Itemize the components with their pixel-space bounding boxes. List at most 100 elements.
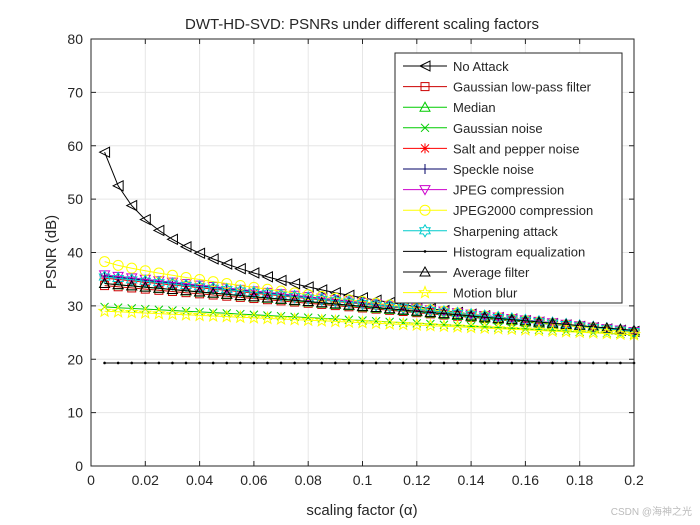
data-point-average-filter	[356, 300, 369, 311]
data-point-no-attack	[112, 180, 124, 192]
chart-title: DWT-HD-SVD: PSNRs under different scalin…	[185, 16, 539, 33]
data-point-histogram-equalization	[551, 361, 554, 365]
data-point-histogram-equalization	[510, 361, 514, 365]
legend-marker	[417, 285, 433, 299]
legend-item-gaussian-noise: Gaussian noise	[403, 121, 543, 136]
data-point-histogram-equalization	[374, 361, 378, 365]
data-point-jpeg2000-compression	[166, 269, 178, 281]
data-point-histogram-equalization	[334, 361, 337, 365]
data-point-no-attack	[179, 240, 192, 253]
legend-label: Gaussian low-pass filter	[453, 80, 592, 95]
data-point-gaussian-noise	[208, 308, 218, 317]
data-point-average-filter	[343, 299, 355, 310]
series-average-filter	[98, 277, 640, 335]
legend: No Attack Gaussian low-pass filter Median G…	[394, 52, 623, 304]
legend-item-histogram-equalization: Histogram equalization	[403, 244, 585, 259]
data-point-histogram-equalization	[116, 361, 120, 365]
data-point-motion-blur	[314, 313, 329, 327]
data-point-histogram-equalization	[456, 361, 459, 365]
data-point-motion-blur	[436, 318, 452, 333]
data-point-motion-blur	[409, 317, 424, 332]
data-point-gaussian-noise	[195, 307, 204, 317]
data-point-histogram-equalization	[401, 361, 405, 365]
legend-label: Sharpening attack	[453, 224, 558, 239]
data-point-histogram-equalization	[483, 361, 486, 365]
data-point-motion-blur	[287, 312, 302, 326]
series-histogram-equalization	[103, 361, 636, 365]
x-tick-label: 0	[87, 472, 95, 488]
legend-label: Median	[453, 100, 496, 115]
data-point-sharpening-attack	[234, 284, 247, 298]
x-tick-label: 0.02	[132, 472, 159, 488]
data-point-jpeg2000-compression	[194, 274, 206, 286]
data-point-histogram-equalization	[388, 361, 391, 365]
data-point-histogram-equalization	[361, 361, 364, 365]
legend-label: Salt and pepper noise	[453, 141, 579, 156]
data-point-histogram-equalization	[442, 361, 446, 365]
legend-label: Motion blur	[453, 286, 518, 301]
data-point-sharpening-attack	[302, 291, 315, 305]
data-point-jpeg2000-compression	[180, 271, 192, 283]
data-point-sharpening-attack	[98, 270, 111, 285]
data-point-average-filter	[587, 320, 600, 332]
legend-item-no-attack: No Attack	[403, 59, 509, 74]
data-point-jpeg2000-compression	[289, 287, 301, 299]
data-point-average-filter	[370, 301, 382, 313]
data-point-average-filter	[601, 321, 613, 333]
data-point-motion-blur	[531, 323, 547, 337]
data-point-average-filter	[614, 323, 627, 334]
x-tick-label: 0.2	[624, 472, 644, 488]
x-ticks: 0 0.02 0.04 0.06 0.08 0.1 0.12 0.14 0.16 0.18 0.2	[87, 39, 644, 488]
data-point-average-filter	[573, 319, 586, 331]
data-point-motion-blur	[368, 315, 384, 330]
data-point-average-filter	[139, 281, 152, 292]
data-point-gaussian-noise	[154, 305, 164, 315]
data-point-average-filter	[410, 305, 423, 316]
data-point-average-filter	[397, 303, 410, 315]
series-motion-blur	[97, 303, 642, 341]
data-point-average-filter	[533, 315, 545, 327]
x-tick-label: 0.08	[295, 472, 322, 488]
data-point-histogram-equalization	[524, 361, 527, 365]
data-point-gaussian-noise	[168, 306, 177, 315]
data-point-histogram-equalization	[578, 361, 581, 365]
data-point-motion-blur	[111, 304, 126, 318]
data-point-no-attack	[220, 258, 233, 270]
legend-item-motion-blur: Motion blur	[403, 285, 518, 301]
legend-marker	[418, 60, 431, 72]
data-point-sharpening-attack	[356, 296, 369, 311]
legend-label: JPEG2000 compression	[453, 203, 593, 218]
data-point-sharpening-attack	[370, 297, 383, 312]
data-point-histogram-equalization	[429, 361, 432, 365]
data-point-no-attack	[234, 262, 246, 275]
data-point-motion-blur	[273, 311, 289, 326]
data-point-histogram-equalization	[211, 361, 215, 365]
legend-marker	[420, 143, 430, 154]
data-point-motion-blur	[518, 322, 533, 336]
data-point-sharpening-attack	[329, 293, 342, 308]
data-point-jpeg2000-compression	[153, 267, 165, 279]
data-point-no-attack	[125, 199, 138, 212]
data-point-histogram-equalization	[279, 361, 283, 365]
data-point-sharpening-attack	[505, 311, 518, 326]
data-point-histogram-equalization	[306, 361, 310, 365]
data-point-sharpening-attack	[179, 278, 193, 293]
data-point-histogram-equalization	[320, 361, 324, 365]
legend-label: JPEG compression	[453, 183, 564, 198]
data-point-histogram-equalization	[184, 361, 188, 365]
x-tick-label: 0.16	[512, 472, 539, 488]
data-point-average-filter	[383, 302, 396, 314]
data-point-average-filter	[248, 290, 260, 302]
legend-marker	[419, 265, 431, 277]
data-point-histogram-equalization	[347, 361, 351, 365]
data-point-average-filter	[329, 297, 342, 309]
data-point-histogram-equalization	[225, 361, 229, 365]
data-point-motion-blur	[138, 305, 153, 320]
data-point-motion-blur	[328, 314, 343, 328]
data-point-average-filter	[261, 291, 274, 303]
data-point-average-filter	[193, 285, 206, 297]
data-point-average-filter	[302, 295, 315, 307]
data-point-sharpening-attack	[532, 314, 546, 329]
data-point-motion-blur	[504, 321, 519, 336]
